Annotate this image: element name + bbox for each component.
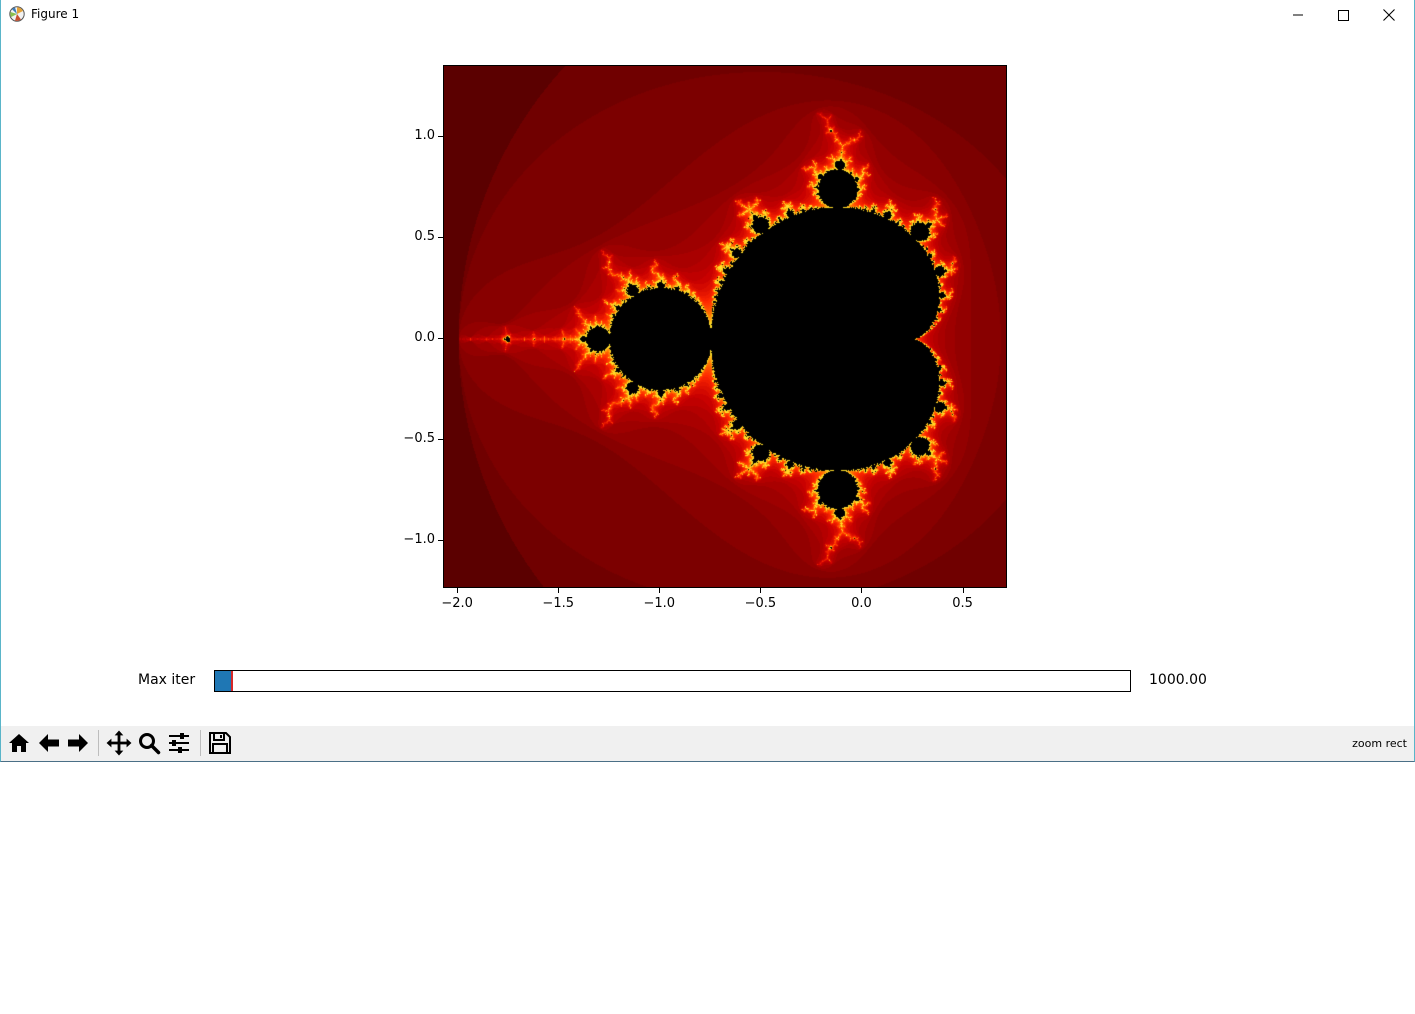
navigation-toolbar: zoom rect <box>1 726 1414 761</box>
plot-axes[interactable] <box>443 65 1007 588</box>
toolbar-status: zoom rect <box>1352 737 1407 750</box>
figure-canvas[interactable]: −2.0 −1.5 −1.0 −0.5 0.0 0.5 1.0 0.5 0.0 −0.5 −1.0… <box>1 30 1414 726</box>
x-tick-mark <box>659 588 661 593</box>
zoom-icon <box>139 733 161 755</box>
maximize-button[interactable] <box>1320 0 1366 30</box>
forward-button[interactable] <box>64 729 92 757</box>
x-tick-label: 0.0 <box>851 596 872 611</box>
forward-icon <box>68 734 88 752</box>
home-button[interactable] <box>5 729 33 757</box>
y-tick-label: 1.0 <box>414 127 435 143</box>
save-icon <box>209 732 231 754</box>
pan-icon <box>106 730 132 756</box>
title-bar: Figure 1 <box>1 0 1414 30</box>
x-tick-label: 0.5 <box>952 596 973 611</box>
y-tick-mark <box>438 438 443 440</box>
x-tick-mark <box>962 588 964 593</box>
matplotlib-app-icon <box>9 6 25 22</box>
toolbar-separator <box>98 730 99 756</box>
y-tick-label: 0.5 <box>414 228 435 244</box>
toolbar-separator <box>200 730 201 756</box>
y-tick-mark <box>438 539 443 541</box>
x-tick-label: −1.0 <box>643 596 676 611</box>
slider-fill <box>215 671 231 691</box>
y-tick-label: −1.0 <box>403 531 435 547</box>
x-tick-label: −2.0 <box>441 596 473 611</box>
slider-label: Max iter <box>138 672 196 688</box>
y-tick-label: 0.0 <box>414 329 435 345</box>
x-tick-mark <box>457 588 459 593</box>
save-button[interactable] <box>206 729 234 757</box>
x-tick-mark <box>558 588 560 593</box>
x-tick-mark <box>861 588 863 593</box>
pan-button[interactable] <box>105 729 133 757</box>
window-title: Figure 1 <box>31 7 80 21</box>
figure-window: Figure 1 −2.0 −1.5 −1.0 −0.5 0.0 0.5 1.0 0.5 0.… <box>0 0 1415 762</box>
x-tick-mark <box>760 588 762 593</box>
y-tick-label: −0.5 <box>403 430 435 446</box>
back-button[interactable] <box>35 729 63 757</box>
back-icon <box>39 734 59 752</box>
y-tick-mark <box>438 337 443 339</box>
zoom-button[interactable] <box>135 729 163 757</box>
configure-subplots-icon <box>169 733 189 753</box>
x-tick-label: −1.5 <box>542 596 574 611</box>
mandelbrot-image <box>444 66 1006 587</box>
close-button[interactable] <box>1366 0 1412 30</box>
minimize-button[interactable] <box>1275 0 1321 30</box>
y-tick-mark <box>438 236 443 238</box>
home-icon <box>9 734 29 752</box>
configure-subplots-button[interactable] <box>165 729 193 757</box>
maximize-icon <box>1337 9 1349 21</box>
close-icon <box>1383 9 1395 21</box>
minimize-icon <box>1293 14 1303 16</box>
slider-value: 1000.00 <box>1149 672 1207 688</box>
x-tick-label: −0.5 <box>744 596 777 611</box>
max-iter-slider[interactable] <box>214 670 1131 692</box>
y-tick-mark <box>438 135 443 137</box>
slider-handle[interactable] <box>231 671 233 691</box>
